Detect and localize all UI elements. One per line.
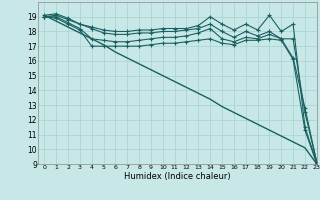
X-axis label: Humidex (Indice chaleur): Humidex (Indice chaleur) [124, 172, 231, 181]
